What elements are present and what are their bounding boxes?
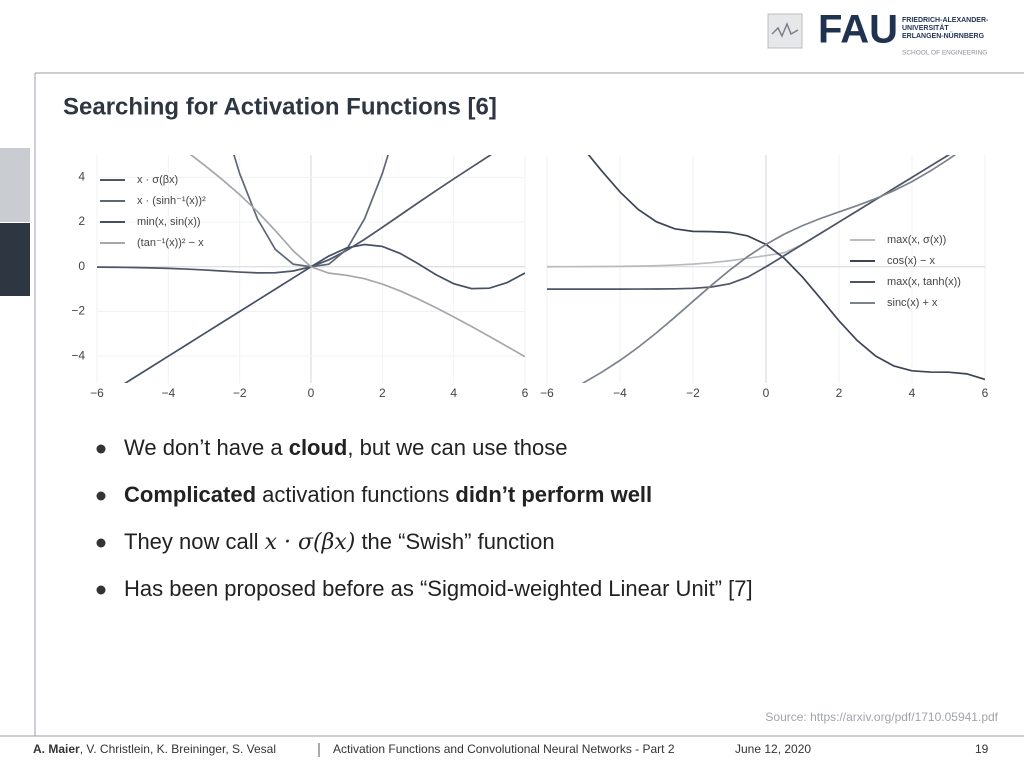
bullet-segment: didn’t perform well bbox=[455, 482, 652, 507]
footer-authors: A. Maier, V. Christlein, K. Breininger, … bbox=[33, 742, 276, 756]
chart: −6 −4 −2 0 2 4 6 max(x, σ(x)) cos(x) − x max(x, t… bbox=[540, 155, 989, 400]
footer-course: Activation Functions and Convolutional N… bbox=[333, 742, 675, 756]
y-tick-label: −2 bbox=[71, 304, 85, 318]
source-note: Source: https://arxiv.org/pdf/1710.05941… bbox=[765, 710, 998, 724]
series-line bbox=[189, 155, 525, 358]
x-tick-label: −4 bbox=[161, 386, 175, 400]
bullet-segment: cloud bbox=[289, 435, 348, 460]
bullet-text: They now call x · σ(βx) the “Swish” func… bbox=[124, 529, 555, 555]
logo-text: ERLANGEN-NÜRNBERG bbox=[902, 31, 985, 40]
plot-area bbox=[97, 155, 525, 383]
x-tick-label: −6 bbox=[540, 386, 554, 400]
legend-label: (tan⁻¹(x))² − x bbox=[137, 237, 204, 249]
x-tick-label: −2 bbox=[233, 386, 247, 400]
bullet-text: We don’t have a cloud, but we can use th… bbox=[124, 435, 568, 460]
plot-area bbox=[547, 155, 985, 383]
bullet-segment: , but we can use those bbox=[347, 435, 567, 460]
x-tick-label: 2 bbox=[379, 386, 386, 400]
slide-title: Searching for Activation Functions [6] bbox=[63, 93, 497, 120]
bullet-segment: Has been proposed before as “Sigmoid-wei… bbox=[124, 576, 753, 601]
y-tick-label: 2 bbox=[78, 214, 85, 228]
legend-label: x · (sinh⁻¹(x))² bbox=[137, 195, 206, 207]
x-tick-label: 4 bbox=[909, 386, 916, 400]
footer-page: 19 bbox=[975, 742, 989, 756]
legend-label: x · σ(βx) bbox=[137, 174, 178, 186]
legend-label: cos(x) − x bbox=[887, 255, 935, 267]
chart: −6 −4 −2 0 2 4 6 −4 −2 0 2 4 x · σ(βx) x · (sinh⁻¹(x)… bbox=[71, 155, 529, 400]
bullet-dot bbox=[96, 585, 106, 595]
bullet-segment: x · σ(βx) bbox=[265, 530, 356, 555]
charts: −6 −4 −2 0 2 4 6 −4 −2 0 2 4 x · σ(βx) x · (sinh⁻¹(x)… bbox=[71, 155, 989, 400]
logo-school: SCHOOL OF ENGINEERING bbox=[902, 50, 987, 57]
y-tick-label: −4 bbox=[71, 348, 85, 362]
logo-mark: FAU bbox=[818, 8, 898, 52]
logo-text: FRIEDRICH-ALEXANDER- bbox=[902, 17, 989, 24]
x-tick-label: 6 bbox=[982, 386, 989, 400]
bullet-text: Complicated activation functions didn’t … bbox=[124, 482, 652, 507]
bullet-dot bbox=[96, 444, 106, 454]
series-line bbox=[547, 155, 951, 290]
bullet-segment: We don’t have a bbox=[124, 435, 289, 460]
footer-presenter: A. Maier bbox=[33, 742, 80, 756]
legend-label: max(x, σ(x)) bbox=[887, 234, 946, 246]
y-tick-label: 4 bbox=[78, 170, 85, 184]
side-tab bbox=[0, 223, 30, 296]
bullet-segment: They now call bbox=[124, 529, 265, 554]
x-tick-label: −2 bbox=[686, 386, 700, 400]
bullet-text: Has been proposed before as “Sigmoid-wei… bbox=[124, 576, 753, 601]
legend-label: sinc(x) + x bbox=[887, 297, 938, 309]
legend-label: max(x, tanh(x)) bbox=[887, 276, 961, 288]
series-line bbox=[581, 155, 957, 383]
legend-label: min(x, sin(x)) bbox=[137, 216, 201, 228]
bullet-segment: the “Swish” function bbox=[355, 529, 554, 554]
y-tick-label: 0 bbox=[78, 259, 85, 273]
bullet-segment: Complicated bbox=[124, 482, 256, 507]
bullet-list: We don’t have a cloud, but we can use th… bbox=[96, 435, 753, 601]
x-tick-label: 0 bbox=[308, 386, 315, 400]
bullet-segment: activation functions bbox=[256, 482, 455, 507]
x-tick-label: 6 bbox=[522, 386, 529, 400]
side-tab bbox=[0, 148, 30, 222]
x-tick-label: −4 bbox=[613, 386, 627, 400]
footer-coauthors: , V. Christlein, K. Breininger, S. Vesal bbox=[80, 742, 276, 756]
logo-icon-wave bbox=[771, 22, 799, 38]
x-tick-label: 4 bbox=[450, 386, 457, 400]
logo-text: UNIVERSITÄT bbox=[902, 24, 949, 32]
footer-date: June 12, 2020 bbox=[735, 742, 811, 756]
x-tick-label: −6 bbox=[90, 386, 104, 400]
x-tick-label: 0 bbox=[763, 386, 770, 400]
bullet-dot bbox=[96, 538, 106, 548]
x-tick-label: 2 bbox=[836, 386, 843, 400]
bullet-dot bbox=[96, 491, 106, 501]
